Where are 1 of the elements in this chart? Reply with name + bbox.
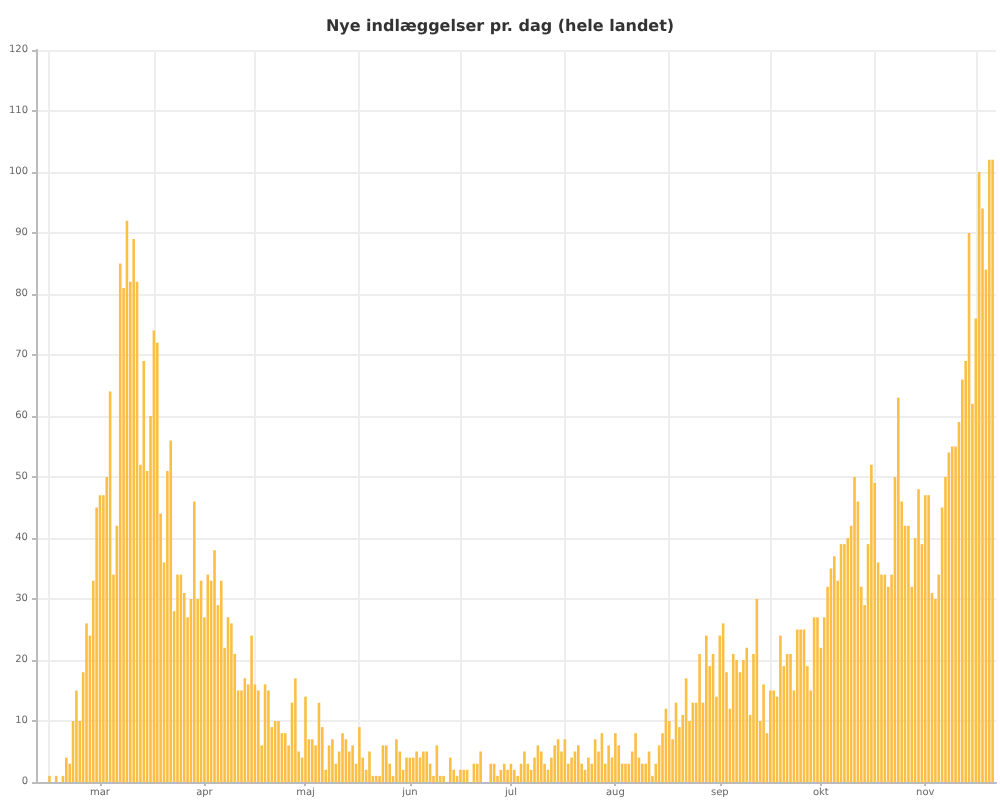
chart-title: Nye indlæggelser pr. dag (hele landet) bbox=[325, 17, 675, 35]
